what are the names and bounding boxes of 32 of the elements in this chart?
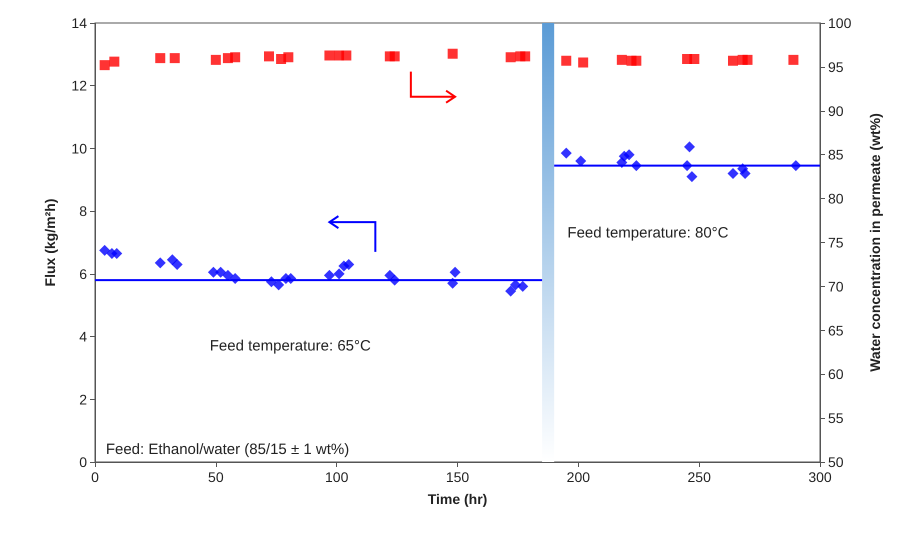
y-tick-label: 6 <box>79 266 88 282</box>
y2-axis-title: Water concentration in permeate (wt%) <box>867 113 883 372</box>
y2-tick-label: 55 <box>828 410 844 426</box>
y2-tick-label: 50 <box>828 454 844 470</box>
y2-tick-label: 70 <box>828 278 844 294</box>
x-tick-label: 300 <box>808 469 832 485</box>
annotation: Feed temperature: 80°C <box>567 224 729 242</box>
y2-tick-label: 95 <box>828 58 844 75</box>
x-axis-title: Time (hr) <box>428 491 488 507</box>
y2-tick-label: 85 <box>828 146 844 163</box>
y-tick-label: 10 <box>71 140 88 156</box>
y-tick-label: 2 <box>79 391 88 408</box>
y-tick-label: 8 <box>79 203 88 220</box>
y2-tick-label: 75 <box>828 234 844 250</box>
y-axis-title: Flux (kg/m²h) <box>42 198 58 286</box>
annotation: Feed temperature: 65°C <box>210 337 371 354</box>
x-tick-label: 250 <box>687 469 712 485</box>
y2-tick-label: 80 <box>828 190 844 207</box>
y2-tick-label: 90 <box>828 102 844 119</box>
y-tick-label: 4 <box>79 328 88 345</box>
y-tick-label: 12 <box>71 78 88 94</box>
x-tick-label: 150 <box>446 469 470 485</box>
y2-tick-label: 60 <box>828 366 844 382</box>
y2-tick-label: 100 <box>828 15 852 31</box>
x-tick-label: 0 <box>91 469 100 485</box>
y2-tick-label: 65 <box>828 322 844 338</box>
x-tick-label: 200 <box>566 469 590 485</box>
x-tick-label: 100 <box>324 469 349 485</box>
x-tick-label: 50 <box>208 469 224 485</box>
y-tick-label: 14 <box>71 15 88 31</box>
annotation: Feed: Ethanol/water (85/15 ± 1 wt%) <box>106 440 350 458</box>
y-tick-label: 0 <box>79 454 88 470</box>
